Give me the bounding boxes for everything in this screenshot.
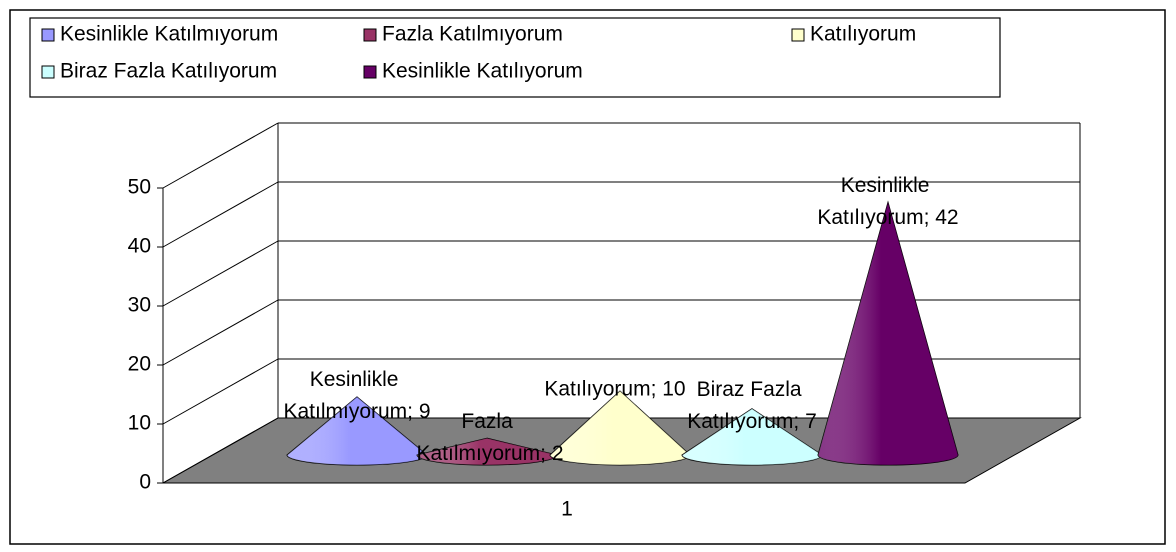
cone-shade	[287, 396, 427, 465]
x-tick-label: 1	[561, 498, 573, 521]
grid-line	[162, 417, 279, 484]
grid-line	[162, 299, 279, 366]
legend-label: Katılıyorum	[810, 23, 916, 46]
data-label: Biraz Fazla Katılıyorum; 7	[687, 378, 817, 433]
legend-label: Fazla Katılmıyorum	[382, 23, 563, 46]
y-tick-label: 0	[139, 471, 151, 494]
legend-label: Biraz Fazla Katılıyorum	[60, 60, 277, 83]
legend-label: Kesinlikle Katılıyorum	[382, 60, 583, 83]
legend-label: Kesinlikle Katılmıyorum	[60, 23, 278, 46]
data-label: Fazla Katılmıyorum; 2	[416, 410, 563, 465]
data-label: Kesinlikle Katılmıyorum; 9	[283, 368, 430, 423]
y-tick-label: 30	[128, 294, 151, 317]
y-tick-label: 20	[128, 353, 151, 376]
cone-shade	[682, 408, 822, 465]
y-tick-label: 40	[128, 235, 151, 258]
grid-line	[162, 358, 279, 425]
legend-swatch	[41, 28, 55, 42]
legend-swatch	[41, 65, 55, 79]
cone-shade	[550, 391, 690, 465]
y-tick-label: 50	[128, 176, 151, 199]
y-tick-label: 10	[128, 412, 151, 435]
legend-swatch	[791, 28, 805, 42]
cone-shade	[417, 438, 557, 465]
cone-shade	[818, 202, 958, 465]
grid-line	[162, 181, 279, 248]
legend-swatch	[363, 28, 377, 42]
grid-line	[162, 122, 279, 189]
data-label: Katılıyorum; 10	[544, 378, 685, 401]
legend-swatch	[363, 65, 377, 79]
grid-line	[162, 240, 279, 307]
legend-box	[29, 17, 1001, 98]
data-label: Kesinlikle Katılıyorum; 42	[817, 174, 958, 229]
